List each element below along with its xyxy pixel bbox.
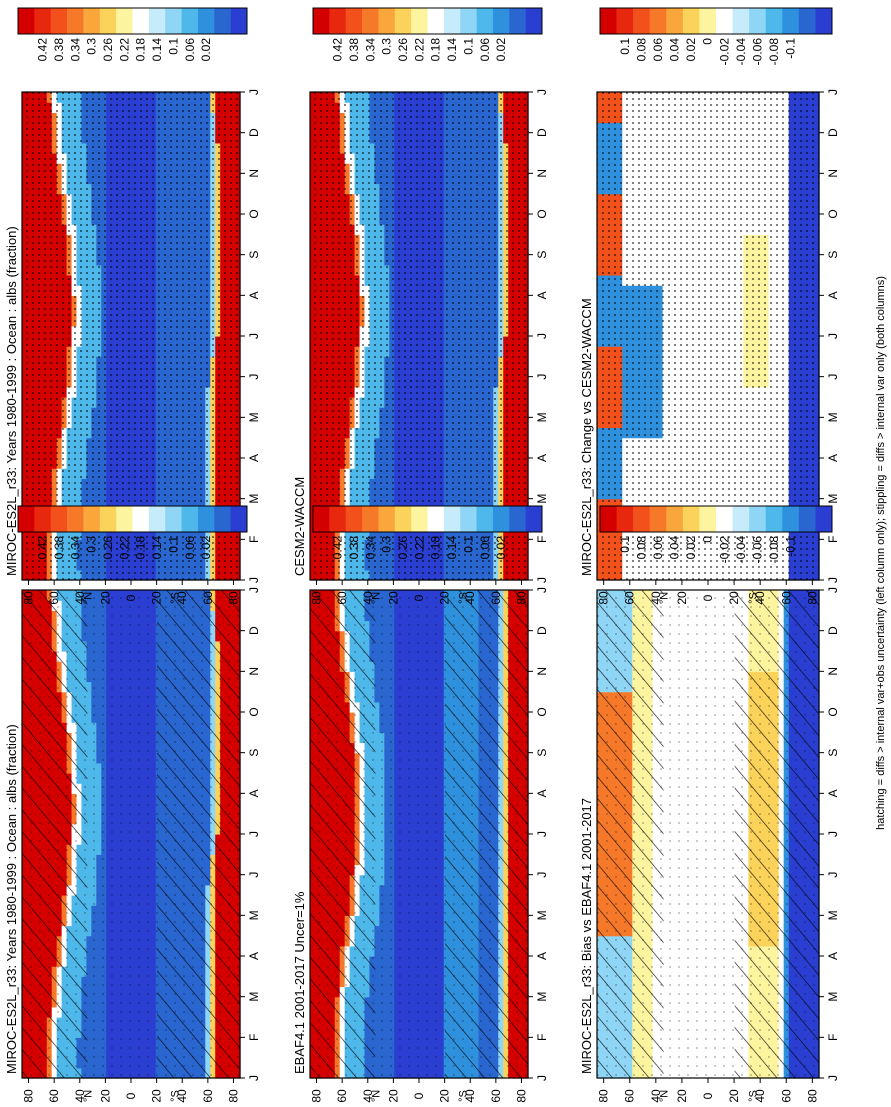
month-tick-label: M — [247, 910, 261, 920]
lat-tick-label: 20 — [98, 1089, 112, 1103]
month-tick-label: O — [247, 707, 261, 716]
month-tick-label: J — [247, 831, 261, 837]
month-tick-label: D — [247, 626, 261, 635]
month-tick-label: D — [247, 128, 261, 137]
month-tick-label: J — [247, 333, 261, 339]
month-tick-label: N — [247, 667, 261, 676]
lat-tick-label: 60 — [201, 1089, 215, 1103]
month-tick-label: A — [247, 952, 261, 960]
month-tick-label: M — [247, 992, 261, 1002]
month-tick-label: J — [247, 1075, 261, 1081]
lat-tick-label: 60 — [201, 591, 215, 605]
panel-tl: 80 60 40 20 0 20 40 60 80 °N °S J F M A M J J A S O N D J MIROC-… — [4, 587, 261, 1103]
lat-tick-label: 60 — [47, 591, 61, 605]
lat-north-label: °N — [82, 1090, 94, 1102]
panel-title: MIROC-ES2L_r33: Years 1980-1999 : Ocean … — [4, 724, 19, 1074]
lat-tick-label: 60 — [47, 1089, 61, 1103]
lat-north-label: °N — [82, 592, 94, 604]
month-tick-label: J — [247, 577, 261, 583]
lat-tick-label: 40 — [73, 1089, 87, 1103]
lat-tick-label: 80 — [22, 591, 36, 605]
month-tick-label: J — [247, 374, 261, 380]
lat-tick-label: 80 — [226, 591, 240, 605]
panel-title: MIROC-ES2L_r33: Years 1980-1999 : Ocean … — [4, 226, 19, 576]
lat-south-label: °S — [170, 1090, 182, 1102]
lat-tick-label: 80 — [226, 1089, 240, 1103]
month-tick-label: A — [247, 789, 261, 797]
lat-tick-label: 20 — [98, 591, 112, 605]
month-tick-label: N — [247, 169, 261, 178]
month-tick-label: J — [247, 89, 261, 95]
month-tick-label: O — [247, 209, 261, 218]
lat-tick-label: 20 — [150, 591, 164, 605]
panel-ml: 80 60 40 20 0 20 40 60 80°N °SJFMAMJJASONDJEBAF4.… — [292, 587, 549, 1103]
lat-tick-label: 0 — [124, 594, 138, 601]
month-tick-label: J — [247, 872, 261, 878]
month-tick-label: S — [247, 749, 261, 757]
month-tick-label: M — [247, 412, 261, 422]
lat-south-label: °S — [170, 592, 182, 604]
panel-grid: 80 60 40 20 0 20 40 60 80°N °SJFMAMJJASONDJMIROC-… — [4, 7, 840, 1103]
month-tick-label: A — [247, 454, 261, 462]
month-tick-label: F — [247, 536, 261, 543]
month-tick-label: J — [247, 587, 261, 593]
month-tick-label: A — [247, 291, 261, 299]
lat-tick-label: 20 — [150, 1089, 164, 1103]
month-tick-label: S — [247, 251, 261, 259]
lat-tick-label: 0 — [124, 1092, 138, 1099]
lat-tick-label: 40 — [175, 1089, 189, 1103]
month-tick-label: F — [247, 1034, 261, 1041]
stippling — [22, 590, 240, 1078]
lat-tick-label: 80 — [22, 1089, 36, 1103]
month-tick-label: M — [247, 494, 261, 504]
